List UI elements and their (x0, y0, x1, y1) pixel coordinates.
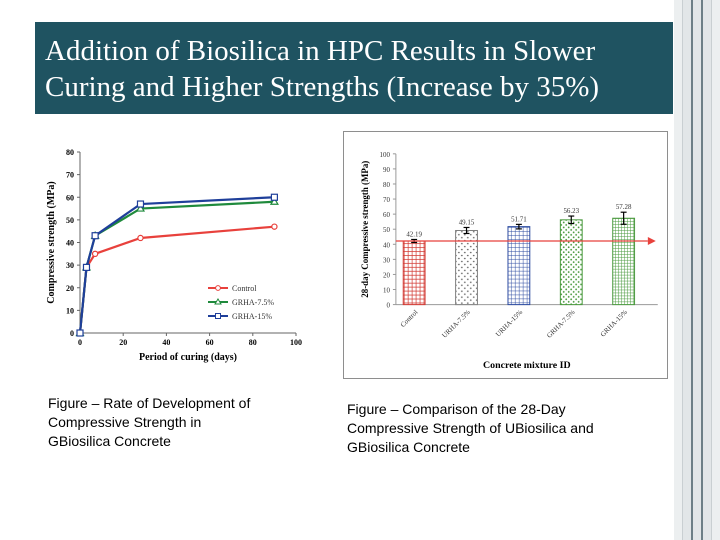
category-label: GRHA-15% (599, 308, 629, 338)
bar-chart-value-labels: 42.19 49.15 51.71 56.23 57.28 (406, 203, 632, 238)
legend-marker (214, 298, 222, 305)
data-point (82, 263, 91, 271)
y-tick-label: 90 (383, 166, 390, 174)
frame-line (691, 0, 693, 540)
frame-bar (682, 0, 712, 540)
y-tick-label: 40 (383, 241, 390, 249)
y-tick-label: 50 (383, 226, 390, 234)
y-tick-label: 80 (383, 181, 390, 189)
y-tick-label: 50 (66, 216, 74, 225)
bar-chart-bars (395, 211, 656, 306)
x-tick-label: 40 (162, 338, 170, 347)
category-label: URHA-7.5% (440, 308, 472, 340)
data-point (76, 329, 84, 337)
bar-chart-x-axis-label: Concrete mixture ID (483, 360, 571, 371)
slide-frame-decoration (674, 0, 720, 540)
x-tick-label: 0 (78, 338, 82, 347)
y-tick-label: 100 (380, 151, 391, 159)
x-tick-label: 60 (206, 338, 214, 347)
x-tick-label: 20 (119, 338, 127, 347)
bar-chart-y-axis-label: 28-day Compressive strength (MPa) (360, 161, 370, 298)
x-tick-label: 80 (249, 338, 257, 347)
bar (455, 229, 478, 306)
bar-chart-ticks: 0 10 20 30 40 50 60 70 80 90 100 (380, 151, 396, 310)
y-tick-label: 60 (66, 193, 74, 202)
y-tick-label: 70 (383, 196, 390, 204)
y-tick-label: 20 (66, 284, 74, 293)
legend-marker (215, 313, 221, 319)
frame-line (701, 0, 703, 540)
reference-arrow-icon (647, 237, 656, 245)
strength-development-chart: 0 10 20 30 40 50 60 70 80 0 20 40 60 80 100 Control GRH… (46, 148, 302, 363)
line-chart-series (75, 193, 279, 337)
y-tick-label: 70 (66, 171, 74, 180)
category-label: GRHA-7.5% (545, 308, 577, 340)
slide-title: Addition of Biosilica in HPC Results in … (45, 35, 600, 103)
x-tick-label: 100 (290, 338, 302, 347)
bar-value-label: 51.71 (511, 215, 527, 223)
y-tick-label: 60 (383, 211, 390, 219)
left-figure-caption: Figure – Rate of Development of Compress… (48, 395, 251, 449)
data-point (271, 223, 278, 230)
title-banner: Addition of Biosilica in HPC Results in … (35, 22, 673, 114)
y-tick-label: 80 (66, 148, 74, 157)
y-tick-label: 0 (386, 302, 390, 310)
line-chart-y-axis-label: Compressive strength (MPa) (46, 181, 57, 303)
y-tick-label: 0 (70, 329, 74, 338)
legend-label: Control (232, 284, 257, 293)
y-tick-label: 10 (66, 306, 74, 315)
category-label: Control (399, 308, 420, 329)
y-tick-label: 40 (66, 239, 74, 248)
legend-label: GRHA-15% (232, 312, 272, 321)
y-tick-label: 30 (66, 261, 74, 270)
y-tick-label: 20 (383, 271, 390, 279)
data-point (91, 250, 99, 258)
legend-label: GRHA-7.5% (232, 298, 274, 307)
data-point (91, 232, 99, 240)
category-label: URHA-15% (494, 308, 524, 338)
bar-value-label: 56.23 (563, 207, 579, 215)
right-figure-caption: Figure – Comparison of the 28-Day Compre… (347, 401, 594, 455)
28-day-strength-bar-chart: 0 10 20 30 40 50 60 70 80 90 100 42.19 49.15 51.71 56… (343, 131, 668, 379)
line-chart-x-axis-label: Period of curing (days) (139, 352, 237, 363)
line-chart-legend: Control GRHA-7.5% GRHA-15% (208, 284, 274, 321)
data-point (135, 203, 146, 212)
y-tick-label: 30 (383, 256, 390, 264)
bar-chart-category-labels: Control URHA-7.5% URHA-15% GRHA-7.5% GRHA-15… (399, 308, 629, 340)
y-tick-label: 10 (383, 286, 390, 294)
legend-marker (215, 285, 221, 291)
bar (559, 219, 583, 306)
bar (402, 240, 426, 306)
bar (612, 217, 636, 306)
line-chart-ticks: 0 10 20 30 40 50 60 70 80 0 20 40 60 80 100 (66, 148, 302, 347)
bar-value-label: 57.28 (616, 203, 632, 211)
bar-value-label: 42.19 (406, 231, 422, 239)
bar-value-label: 49.15 (459, 218, 475, 226)
data-point (137, 234, 144, 242)
data-point (270, 193, 278, 201)
bar (507, 226, 531, 306)
data-point (269, 197, 279, 205)
data-point (136, 200, 145, 208)
